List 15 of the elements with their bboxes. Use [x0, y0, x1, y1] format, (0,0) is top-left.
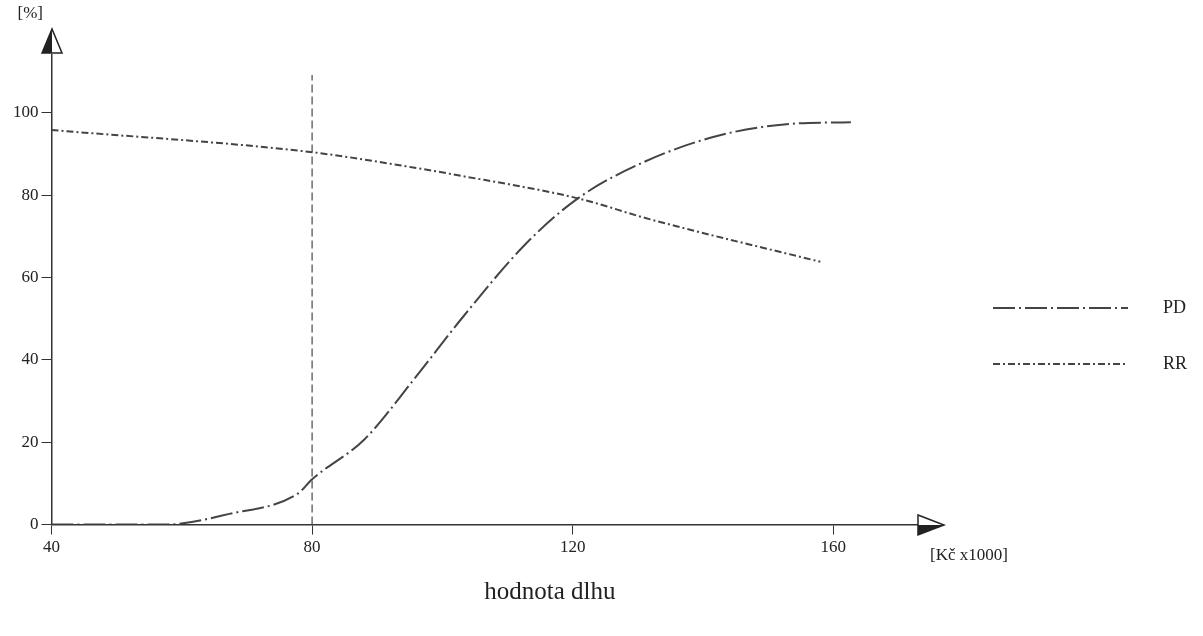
- x-tick-label: 80: [303, 537, 321, 557]
- y-tick-label: 100: [13, 102, 39, 122]
- y-tick-label: 40: [21, 349, 39, 369]
- x-tick-label: 160: [820, 537, 847, 557]
- y-tick-label: 0: [30, 514, 39, 534]
- y-tick-label: 80: [21, 184, 39, 204]
- text: RR: [1163, 353, 1188, 375]
- y-tick-label: 20: [21, 431, 39, 451]
- text: PD: [1163, 297, 1187, 319]
- y-tick-label: 60: [21, 266, 39, 286]
- y-axis-title: [%]: [17, 3, 43, 23]
- x-tick-label: 40: [43, 537, 60, 557]
- text: [Kč x1000]: [930, 544, 1008, 565]
- x-axis-title: hodnota dlhu: [484, 576, 616, 605]
- x-tick-label: 120: [559, 537, 586, 557]
